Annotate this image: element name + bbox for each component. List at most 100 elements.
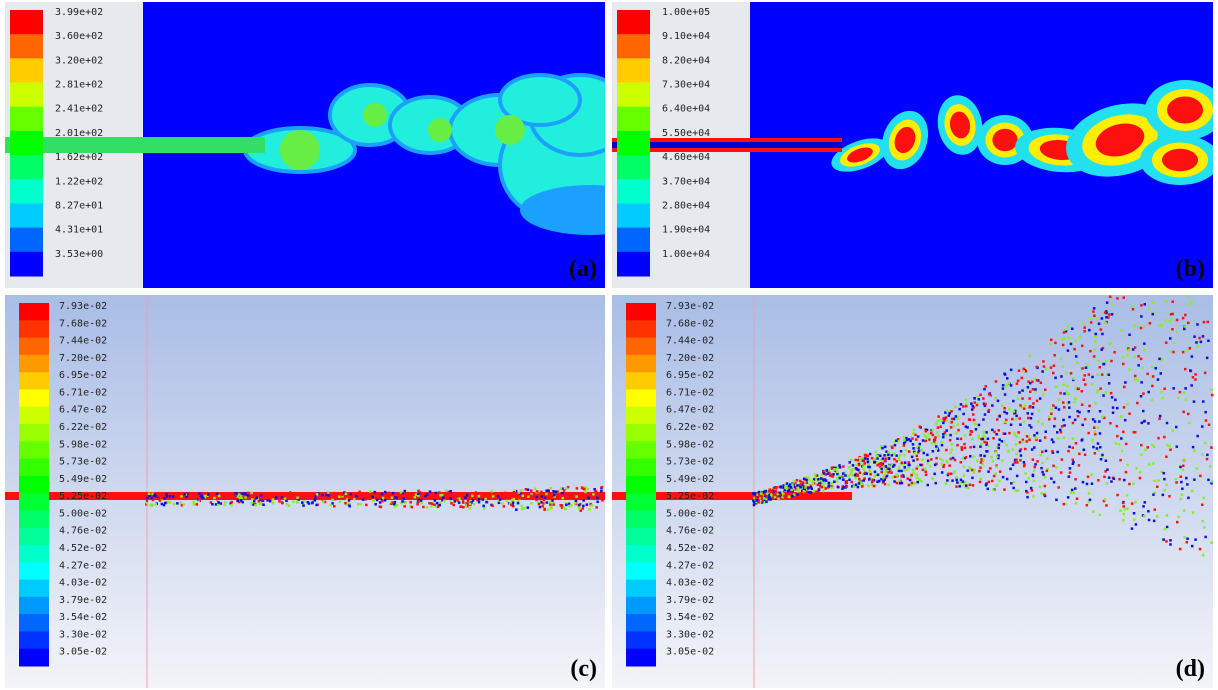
droplet bbox=[1144, 448, 1147, 452]
droplet bbox=[216, 498, 219, 501]
droplet bbox=[1012, 486, 1015, 490]
droplet bbox=[1102, 362, 1106, 366]
droplet bbox=[395, 503, 399, 507]
droplet bbox=[965, 484, 968, 487]
droplet bbox=[1083, 418, 1087, 421]
colorbar-label: 8.20e+04 bbox=[662, 55, 710, 66]
droplet bbox=[897, 466, 901, 469]
droplet bbox=[1165, 525, 1169, 529]
droplet bbox=[590, 504, 594, 507]
droplet bbox=[471, 494, 474, 498]
droplet bbox=[861, 457, 864, 460]
droplet bbox=[831, 475, 834, 478]
droplet bbox=[902, 444, 906, 447]
droplet bbox=[355, 495, 358, 498]
eddy-core bbox=[1162, 148, 1198, 172]
droplet bbox=[884, 465, 888, 468]
droplet bbox=[758, 501, 762, 504]
droplet bbox=[1164, 319, 1167, 322]
droplet bbox=[1128, 482, 1131, 486]
droplet bbox=[1013, 461, 1017, 464]
droplet bbox=[1139, 470, 1142, 474]
colorbar-swatch bbox=[626, 303, 656, 321]
droplet bbox=[790, 488, 793, 492]
droplet bbox=[449, 490, 452, 493]
droplet bbox=[942, 433, 945, 436]
droplet bbox=[1050, 338, 1053, 342]
droplet bbox=[989, 394, 992, 397]
jet-core bbox=[612, 142, 842, 148]
droplet bbox=[1005, 412, 1009, 415]
droplet bbox=[230, 503, 233, 507]
colorbar-label: 1.62e+02 bbox=[55, 152, 103, 163]
colorbar-label: 4.76e-02 bbox=[666, 526, 714, 537]
droplet bbox=[1074, 386, 1077, 390]
droplet bbox=[837, 485, 840, 489]
droplet bbox=[1082, 378, 1085, 381]
droplet bbox=[940, 463, 944, 466]
droplet bbox=[452, 503, 455, 507]
droplet bbox=[524, 488, 528, 491]
droplet bbox=[1009, 467, 1012, 471]
droplet bbox=[456, 499, 459, 502]
droplet bbox=[1071, 462, 1075, 465]
colorbar-swatch bbox=[617, 203, 650, 229]
droplet bbox=[931, 428, 934, 432]
colorbar-label: 9.10e+04 bbox=[662, 31, 710, 42]
droplet bbox=[770, 488, 773, 491]
droplet bbox=[1019, 459, 1022, 462]
droplet bbox=[770, 494, 773, 497]
droplet bbox=[1038, 439, 1042, 442]
droplet bbox=[802, 477, 806, 480]
droplet bbox=[945, 429, 948, 432]
droplet bbox=[1061, 343, 1065, 347]
droplet bbox=[772, 490, 776, 493]
droplet bbox=[466, 493, 469, 497]
droplet bbox=[1118, 478, 1121, 481]
droplet bbox=[1191, 489, 1194, 493]
droplet bbox=[1083, 453, 1087, 456]
droplet bbox=[1134, 378, 1137, 381]
droplet bbox=[1187, 496, 1190, 500]
droplet bbox=[1056, 437, 1060, 440]
droplet bbox=[924, 473, 928, 476]
droplet bbox=[244, 496, 247, 499]
colorbar-label: 3.05e-02 bbox=[666, 647, 714, 658]
droplet bbox=[924, 435, 927, 438]
droplet bbox=[375, 498, 379, 502]
droplet bbox=[1022, 420, 1026, 424]
droplet bbox=[1022, 461, 1026, 464]
droplet bbox=[1133, 355, 1136, 358]
droplet bbox=[1204, 441, 1207, 445]
droplet bbox=[169, 501, 172, 504]
droplet bbox=[1119, 509, 1122, 512]
droplet bbox=[815, 490, 818, 493]
droplet bbox=[1026, 412, 1029, 415]
droplet bbox=[1008, 431, 1011, 435]
droplet bbox=[1071, 437, 1075, 440]
droplet bbox=[419, 499, 423, 502]
droplet bbox=[923, 434, 926, 437]
droplet bbox=[933, 472, 936, 476]
droplet bbox=[958, 485, 961, 488]
droplet bbox=[410, 505, 414, 509]
droplet bbox=[1173, 341, 1176, 345]
droplet bbox=[772, 486, 776, 490]
colorbar-swatch bbox=[617, 155, 650, 180]
droplet bbox=[577, 506, 581, 510]
droplet bbox=[1024, 472, 1027, 475]
droplet bbox=[954, 405, 957, 409]
droplet bbox=[917, 477, 921, 481]
colorbar-swatch bbox=[10, 106, 43, 132]
droplet bbox=[1035, 399, 1039, 403]
droplet bbox=[1074, 339, 1077, 342]
droplet bbox=[780, 486, 783, 489]
droplet bbox=[1071, 458, 1074, 461]
droplet bbox=[1065, 392, 1069, 395]
droplet bbox=[1109, 391, 1113, 395]
droplet bbox=[1170, 318, 1173, 321]
droplet bbox=[955, 478, 958, 482]
droplet bbox=[1009, 423, 1013, 426]
droplet bbox=[879, 462, 883, 465]
droplet bbox=[979, 466, 982, 469]
